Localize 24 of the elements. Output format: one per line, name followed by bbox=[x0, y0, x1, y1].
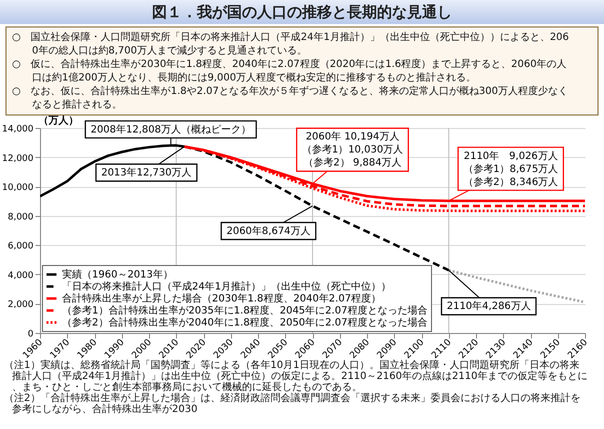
chart-subtitle: ○ 国立社会保障・人口問題研究所「日本の将来推計人口（平成24年1月推計）」（出生中位（死亡中位））によると、2060年の総人口は約8,700万人まで減少すると見通されている。 ○ 仮に、合計特殊出生率が2030年に1.8程度、2040年に2.07程度（2020年には1.6程度）まで上昇すると、2060年の人口は約1億200万人となり、長期的には9,000万人程度で概ね安定的に推移するものと推計される。 ○ なお、仮に、合計特殊出生率が1.8や2.07となる年次が５年ずつ遅くなると、将来の定常人口が概ね300万人程度少なくなると推計される。 bbox=[12, 31, 569, 110]
legend-label: 「日本の将来推計人口（平成24年1月推計）」（出生中位（死亡中位）） bbox=[62, 280, 392, 292]
legend-label: 実績（1960～2013年） bbox=[62, 268, 173, 280]
annotation: 2013年12,730万人 bbox=[101, 166, 192, 179]
annotation: 2060年8,674万人 bbox=[226, 224, 311, 237]
y-tick-label: 8,000 bbox=[8, 212, 34, 222]
y-tick-label: 2,000 bbox=[8, 300, 34, 310]
legend-label: （参考1）合計特殊出生率が2035年に1.8程度、2045年に2.07程度となった場合 bbox=[62, 304, 428, 316]
y-tick-label: 4,000 bbox=[8, 270, 34, 281]
annotation: 2110年 9,026万人（参考1）8,675万人（参考2）8,346万人 bbox=[463, 150, 558, 188]
y-tick-label: 14,000 bbox=[2, 124, 34, 134]
annotation: 2008年12,808万人（概ねピーク） bbox=[90, 123, 252, 136]
text: （注2）「合計特殊出生率が上昇した場合」は、経済財政諮問会議専門調査会「選択する未来」委員会における人口の将来推計を参考にしながら、合計特殊出生率が2030 bbox=[4, 392, 580, 415]
y-tick-label: 6,000 bbox=[8, 242, 34, 252]
legend-label: 合計特殊出生率が上昇した場合（2030年1.8程度、2040年2.07程度） bbox=[62, 292, 382, 304]
annotation: 2060年 10,194万人（参考1）10,030万人（参考2） 9,884万人 bbox=[302, 130, 404, 169]
annotation: 2110年4,286万人 bbox=[446, 300, 531, 312]
chart-title: 図１．我が国の人口の推移と長期的な見通し bbox=[152, 3, 452, 21]
text: （注1）実績は、総務省統計局「国勢調査」等による（各年10月1日現在の人口）。国立社会保障・人口問題研究所「日本の将来推計人口（平成24年1月推計）」は出生中位（死亡中位）の仮定による。2110～2160年の点線は2110年までの仮定等をもとに、まち・ひと・しごと創生本部事務局において機械的に延長したものである。 bbox=[4, 359, 588, 393]
y-tick-label: 10,000 bbox=[2, 183, 34, 194]
legend-label: （参考2）合計特殊出生率が2040年に1.8程度、2050年に2.07程度となった場合 bbox=[62, 316, 428, 328]
y-axis-title: （万人） bbox=[38, 114, 78, 126]
y-tick-label: 0 bbox=[28, 330, 34, 340]
y-tick-label: 12,000 bbox=[2, 154, 34, 164]
